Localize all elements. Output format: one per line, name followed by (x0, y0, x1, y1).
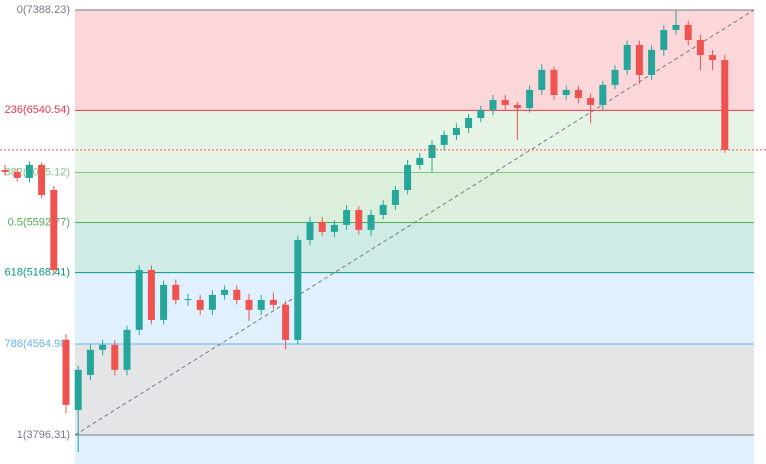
candle-body (574, 89, 582, 98)
candle-body (367, 214, 375, 230)
candle-body (635, 44, 643, 76)
candle-body (379, 204, 387, 215)
candle-body (355, 209, 363, 230)
candle-body (62, 339, 70, 405)
fib-label: 382(6015.12) (5, 166, 70, 178)
candle-body (489, 99, 497, 110)
candle-body (721, 59, 729, 150)
candle-body (684, 24, 692, 40)
fib-label: 0.5(5592.77) (8, 216, 70, 228)
fib-band (75, 272, 754, 345)
candle-body (550, 69, 558, 96)
candle-body (416, 157, 424, 165)
candle-body (123, 329, 131, 370)
candle-body (306, 221, 314, 240)
candle-body (99, 344, 107, 350)
candle-body (318, 221, 326, 232)
candle-body (513, 104, 521, 109)
fib-band (75, 434, 754, 464)
fib-label: 618(5168.41) (5, 267, 70, 279)
candle-body (440, 134, 448, 145)
candle-body (404, 164, 412, 191)
candle-body (282, 304, 290, 340)
candle-body (660, 29, 668, 50)
candle-body (538, 69, 546, 90)
candle-body (257, 299, 265, 310)
candle-body (135, 269, 143, 330)
candle-body (452, 128, 460, 135)
candle-body (233, 289, 241, 300)
fib-label: 1(3796.31) (17, 429, 70, 441)
candle-body (172, 284, 180, 300)
candle-body (465, 117, 473, 129)
candle-body (599, 84, 607, 105)
candle-body (709, 55, 717, 60)
candle-body (111, 344, 119, 370)
candle-body (50, 190, 58, 270)
candle-body (269, 299, 277, 305)
fib-label: 0(7388.23) (17, 4, 70, 16)
candle-body (343, 209, 351, 225)
fib-band (75, 344, 754, 435)
candle-body (477, 109, 485, 118)
candle-body (672, 24, 680, 30)
candle-body (13, 171, 21, 178)
candle-body (221, 289, 229, 295)
fib-label: 786(4564.98) (5, 338, 70, 350)
candle-body (391, 190, 399, 205)
candle-body (330, 224, 338, 232)
candle-body (74, 369, 82, 410)
candle-body (611, 69, 619, 85)
fib-label: 236(6540.54) (5, 104, 70, 116)
candle-body (294, 239, 302, 340)
candle-body (648, 49, 656, 76)
candle-body (428, 144, 436, 158)
candle-body (501, 99, 509, 105)
fib-band (75, 172, 754, 223)
candle-body (245, 299, 253, 310)
candle-body (587, 97, 595, 105)
candle-body (208, 294, 216, 310)
fib-band (75, 222, 754, 273)
candle-body (562, 89, 570, 96)
candle-body (147, 269, 155, 320)
candle-body (38, 164, 46, 195)
candle-body (696, 39, 704, 56)
candle-body (526, 89, 534, 109)
candle-body (25, 164, 33, 178)
candle-body (196, 299, 204, 310)
candle-body (1, 170, 9, 172)
candle-body (184, 299, 192, 301)
trend-line (74, 9, 755, 436)
fib-band (75, 110, 754, 173)
candle-body (86, 349, 94, 375)
candle-body (623, 44, 631, 70)
candle-body (160, 284, 168, 320)
